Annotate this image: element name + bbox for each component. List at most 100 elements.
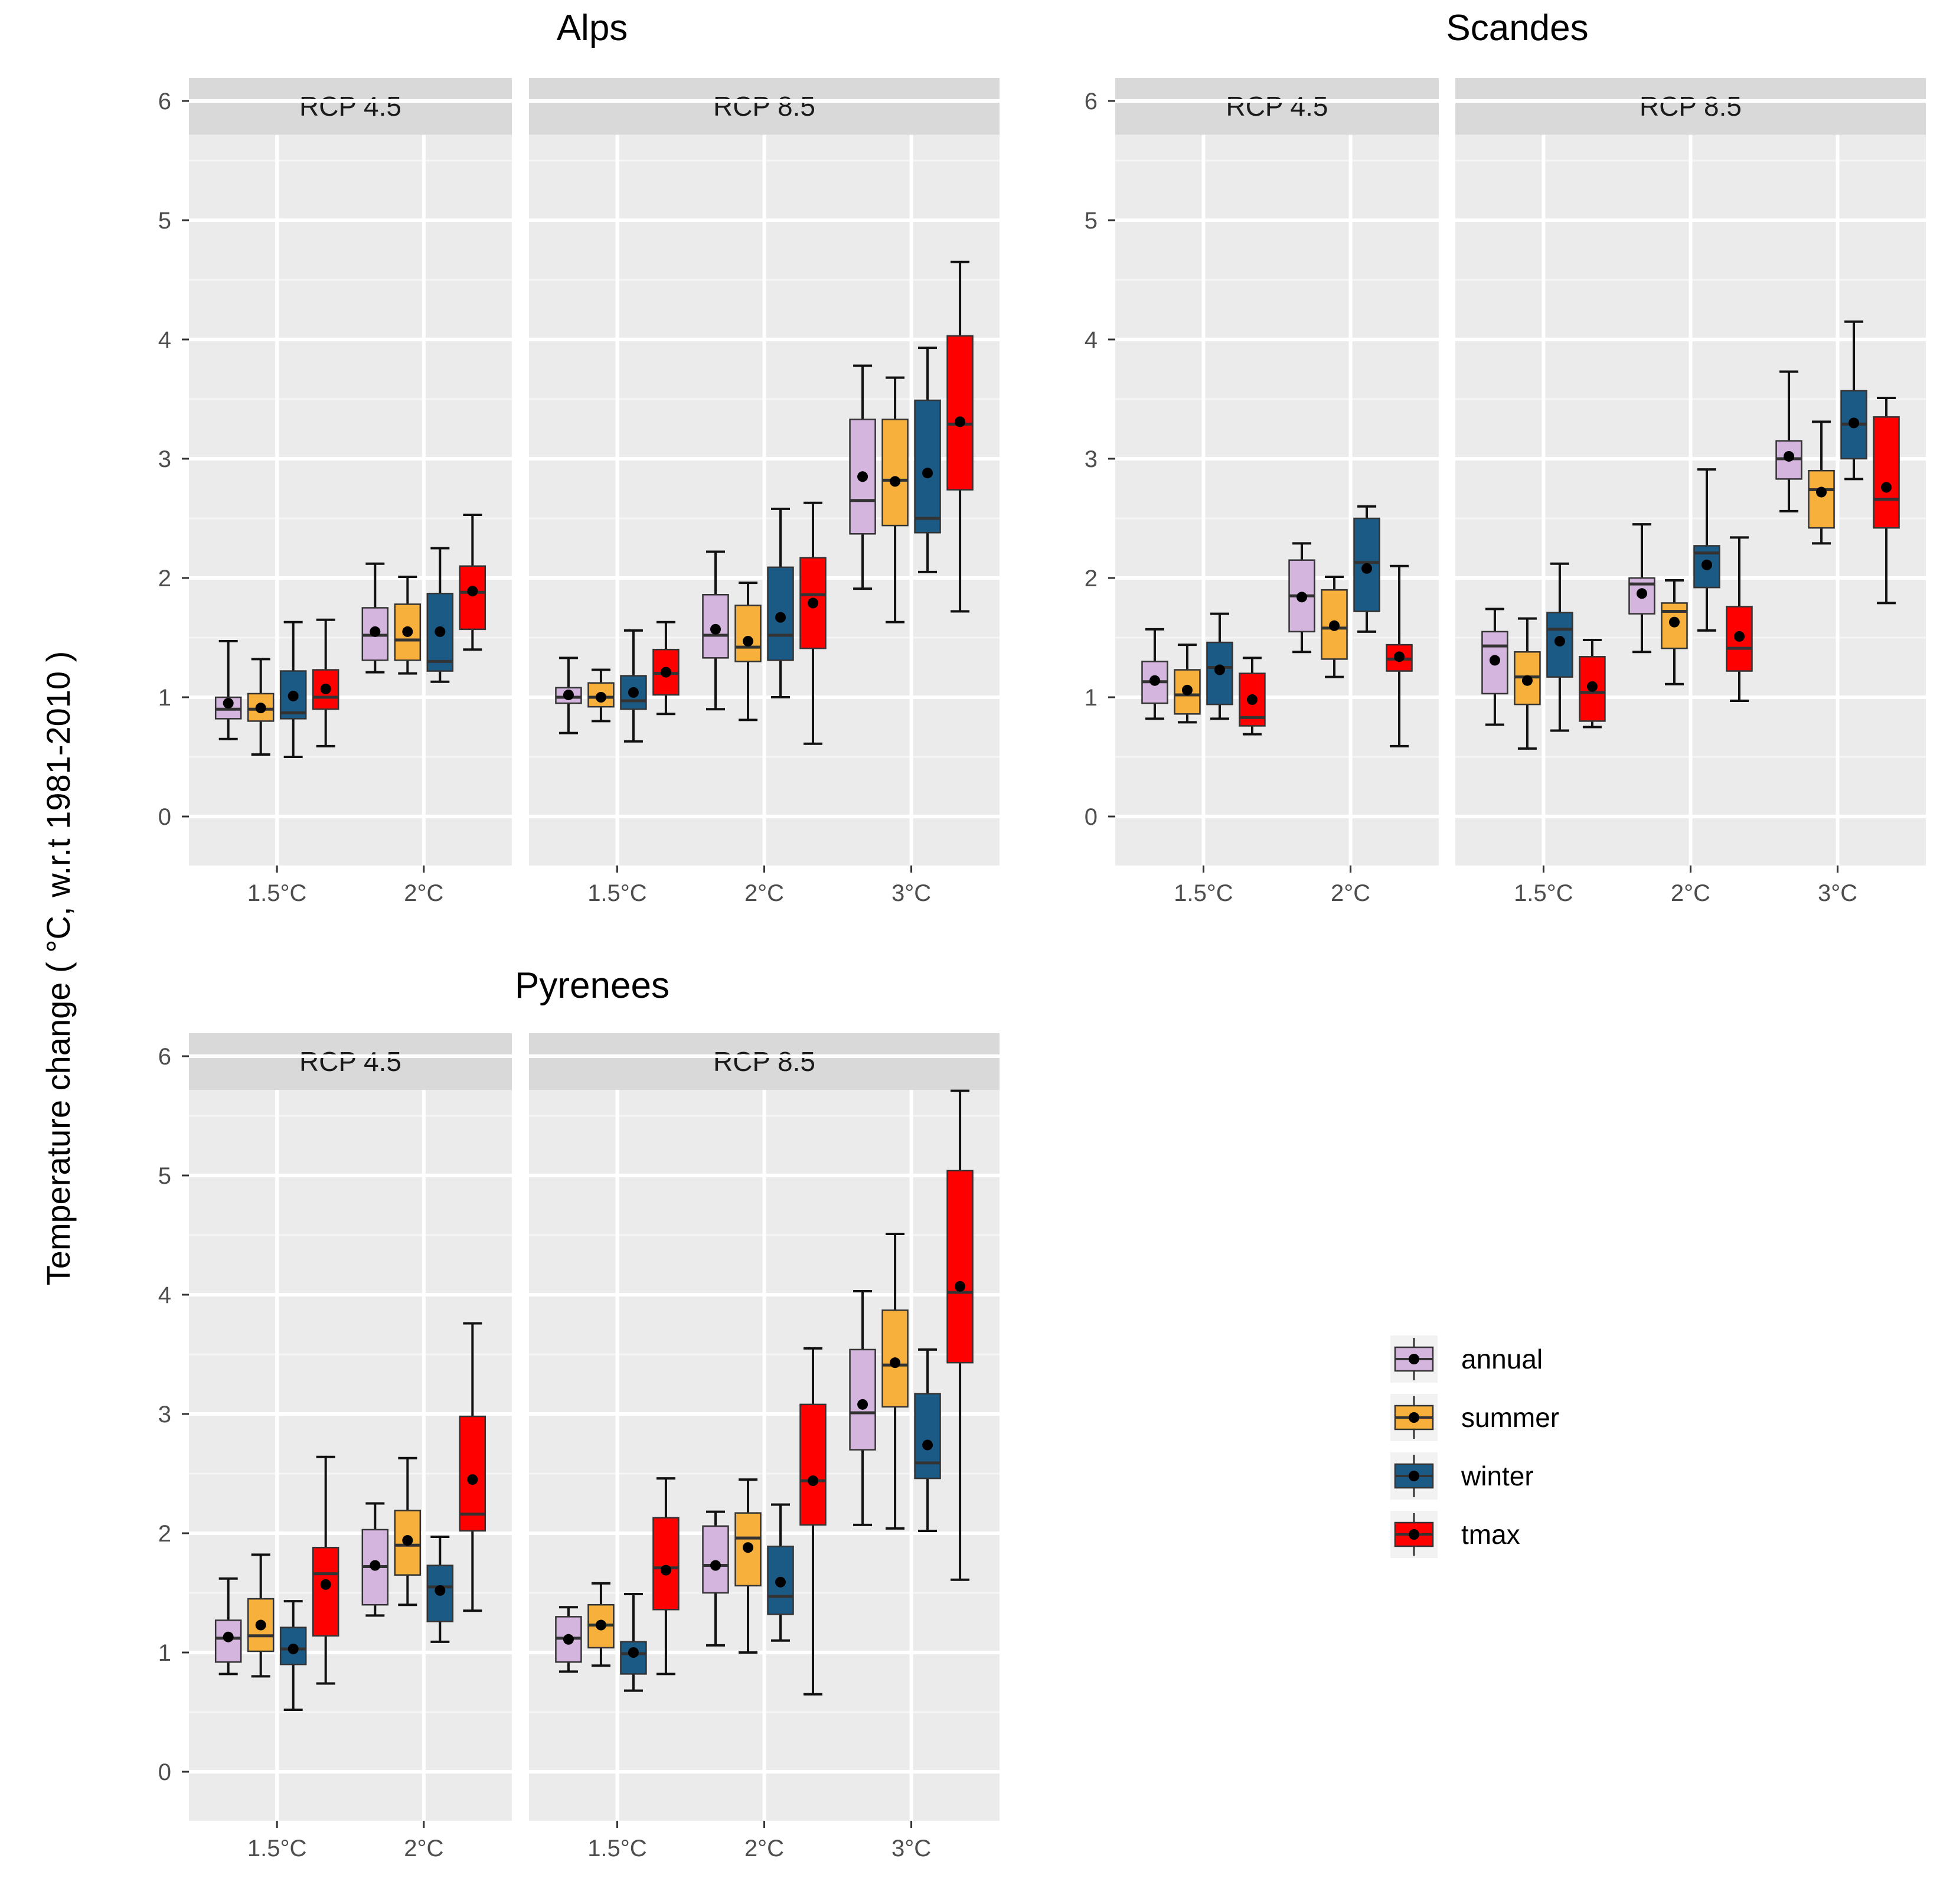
y-tick-label: 3 — [158, 1402, 171, 1428]
box-iqr — [620, 1641, 647, 1675]
chart-panels: Alps RCP 4.5 1.5°C 2°C 0 1 2 3 4 5 6 RCP 8.5 1.5°C 2°… — [158, 8, 1926, 1861]
plot-background — [189, 1090, 512, 1821]
y-tick-label: 2 — [158, 1521, 171, 1547]
box-iqr — [1808, 469, 1835, 529]
panel-scandes-rcp-8-5: RCP 8.5 1.5°C 2°C 3°C — [1455, 78, 1926, 906]
box-summer — [1661, 579, 1688, 685]
box-mean-point — [320, 1579, 331, 1590]
group-2-c — [1628, 468, 1753, 703]
y-tick-label: 4 — [1085, 327, 1098, 353]
legend-label: tmax — [1461, 1519, 1520, 1550]
x-tick-label: 3°C — [891, 1836, 931, 1861]
box-tmax — [799, 501, 827, 745]
legend-label: summer — [1461, 1402, 1559, 1433]
box-iqr — [652, 1517, 680, 1611]
region-scandes: Scandes RCP 4.5 1.5°C 2°C 0 1 2 3 4 5 6 RCP 8.5 1.5°… — [1085, 8, 1926, 906]
group-2-c — [361, 513, 486, 683]
box-winter — [426, 1536, 454, 1643]
box-mean-point — [1246, 694, 1258, 706]
box-winter — [1206, 612, 1233, 720]
box-mean-point — [435, 626, 446, 637]
box-iqr — [946, 335, 974, 491]
box-tmax — [1386, 564, 1413, 747]
box-iqr — [914, 1393, 941, 1480]
y-tick-label: 0 — [158, 1759, 171, 1785]
box-mean-point — [1849, 417, 1860, 429]
box-summer — [394, 1456, 422, 1606]
box-annual — [555, 1606, 582, 1673]
box-mean-point — [1554, 636, 1565, 647]
box-mean-point — [1181, 684, 1193, 695]
box-mean-point — [1637, 588, 1647, 599]
box-mean-point — [467, 1474, 478, 1485]
box-mean-point — [1489, 655, 1500, 666]
box-mean-point — [1394, 651, 1405, 662]
group-2-c — [361, 1322, 486, 1643]
box-mean-point — [288, 690, 299, 701]
y-tick-label: 1 — [1085, 685, 1098, 711]
group-3-c — [849, 260, 974, 623]
box-mean-point — [955, 416, 966, 427]
box-mean-point — [1881, 482, 1892, 493]
x-tick-label: 1.5°C — [1514, 880, 1573, 906]
box-mean-point — [320, 683, 331, 694]
facet-strip — [189, 1033, 512, 1090]
box-winter — [914, 347, 941, 573]
y-tick-label: 4 — [158, 1282, 171, 1308]
box-mean-point — [595, 1619, 606, 1631]
facet-strip-label: RCP 4.5 — [299, 1046, 401, 1077]
facet-strip-label: RCP 4.5 — [299, 91, 401, 122]
box-mean-point — [402, 1535, 413, 1546]
box-mean-point — [255, 703, 266, 714]
facet-strip — [1455, 78, 1926, 135]
legend-item-summer: summer — [1390, 1394, 1559, 1441]
box-mean-point — [370, 1560, 381, 1571]
y-tick-label: 2 — [1085, 566, 1098, 592]
box-winter — [620, 629, 647, 743]
facet-strip-label: RCP 8.5 — [1640, 91, 1742, 122]
box-mean-point — [1521, 675, 1533, 686]
box-summer — [1808, 420, 1835, 545]
box-iqr — [914, 399, 941, 534]
region-alps: Alps RCP 4.5 1.5°C 2°C 0 1 2 3 4 5 6 RCP 8.5 1.5°C 2°… — [158, 8, 1000, 906]
box-tmax — [652, 1477, 680, 1676]
panel-pyrenees-rcp-4-5: RCP 4.5 1.5°C 2°C 0 1 2 3 4 5 6 — [158, 1033, 512, 1861]
y-tick-label: 1 — [158, 1640, 171, 1666]
group-1-5-c — [214, 618, 339, 758]
box-mean-point — [922, 1439, 933, 1451]
box-mean-point — [1296, 592, 1308, 603]
facet-strip-label: RCP 4.5 — [1226, 91, 1328, 122]
box-mean-point — [563, 689, 574, 700]
region-pyrenees: Pyrenees RCP 4.5 1.5°C 2°C 0 1 2 3 4 5 6 RCP 8.5 1.5… — [158, 965, 1000, 1861]
legend-key-mean — [1409, 1529, 1419, 1540]
box-annual — [214, 640, 242, 740]
box-iqr — [459, 1415, 486, 1532]
y-tick-label: 6 — [158, 1044, 171, 1070]
x-tick-label: 2°C — [404, 880, 443, 906]
box-mean-point — [743, 636, 753, 647]
box-annual — [361, 562, 389, 674]
legend-key-mean — [1409, 1471, 1419, 1481]
legend-label: annual — [1461, 1344, 1543, 1374]
box-mean-point — [1149, 675, 1160, 686]
x-tick-label: 2°C — [744, 880, 784, 906]
box-iqr — [312, 1546, 339, 1637]
box-mean-point — [743, 1542, 753, 1553]
panel-scandes-rcp-4-5: RCP 4.5 1.5°C 2°C 0 1 2 3 4 5 6 — [1085, 78, 1439, 906]
box-iqr — [881, 419, 909, 527]
y-tick-label: 6 — [1085, 89, 1098, 115]
group-1-5-c — [214, 1455, 339, 1711]
x-tick-label: 2°C — [744, 1836, 784, 1861]
y-tick-label: 0 — [158, 804, 171, 830]
y-tick-label: 3 — [158, 446, 171, 472]
plot-background — [1115, 135, 1439, 866]
box-winter — [1546, 562, 1573, 732]
plot-background — [189, 135, 512, 866]
box-mean-point — [890, 1357, 901, 1369]
group-1-5-c — [555, 1477, 680, 1692]
box-mean-point — [857, 1399, 868, 1410]
box-iqr — [214, 1619, 242, 1663]
box-mean-point — [1816, 486, 1827, 498]
box-annual — [849, 1289, 876, 1526]
box-annual — [1288, 542, 1315, 654]
